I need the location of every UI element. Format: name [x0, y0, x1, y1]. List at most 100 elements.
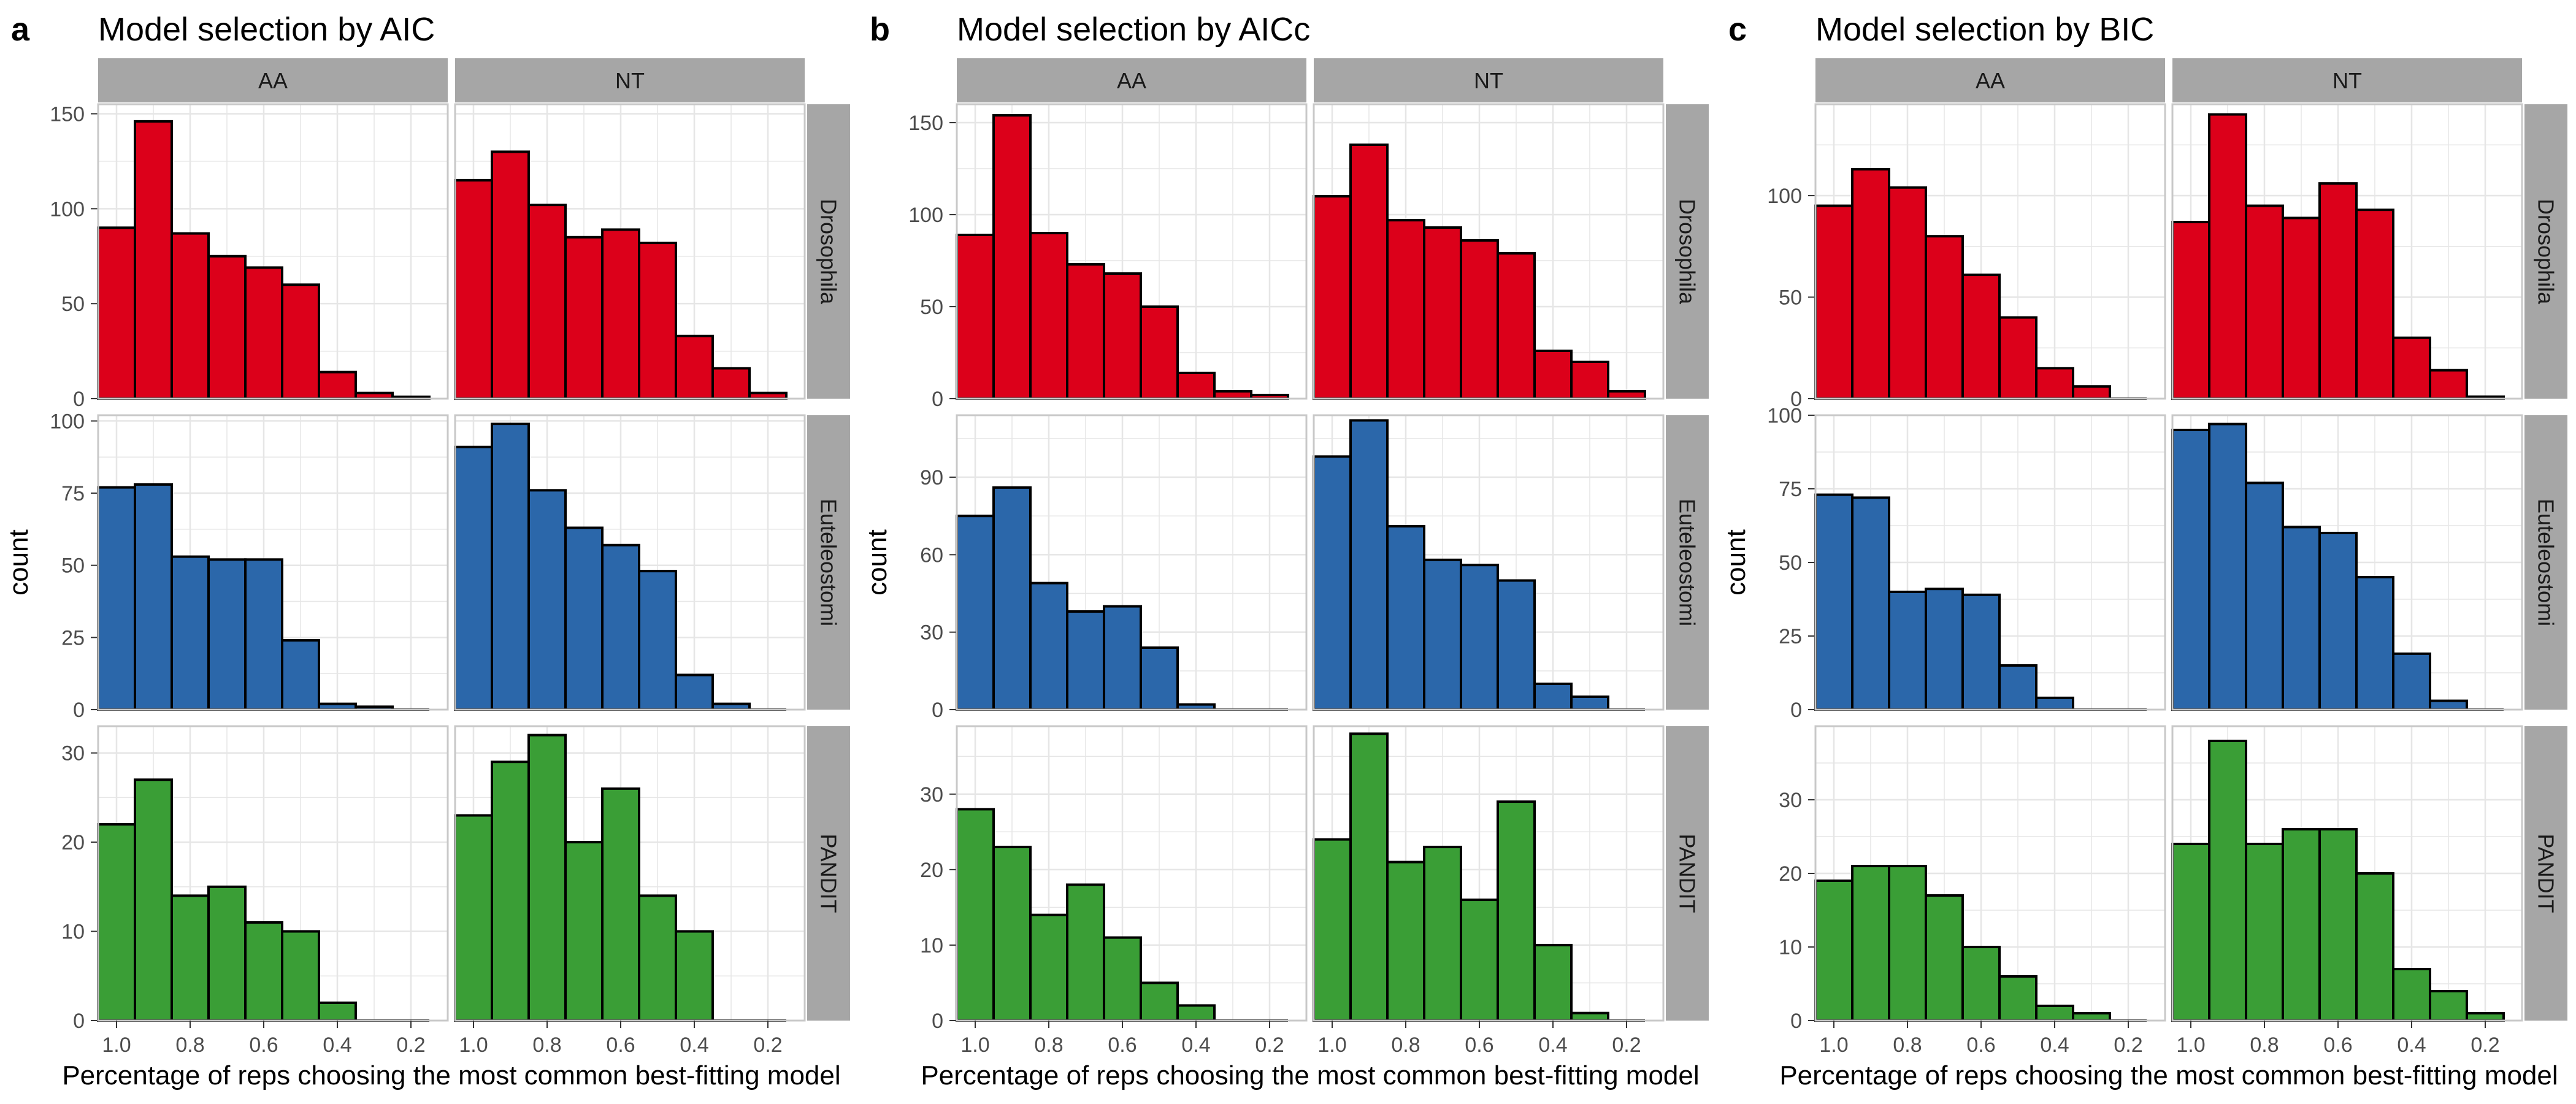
histogram-bar	[1460, 899, 1499, 1022]
histogram-bar	[244, 921, 283, 1022]
histogram-bar	[2318, 182, 2358, 400]
histogram-bar	[1176, 1004, 1216, 1022]
facet-strip-drosophila	[1666, 104, 1709, 399]
y-axis-label: count	[862, 529, 892, 596]
facet-border	[1814, 414, 2166, 711]
facet-pandit-aa	[1814, 725, 2166, 1022]
histogram-bar	[956, 234, 995, 400]
histogram-bar	[1814, 204, 1853, 400]
facet-strip-nt	[455, 58, 805, 102]
y-tick-label: 0	[1790, 1010, 1802, 1033]
y-tick-label: 0	[1790, 699, 1802, 722]
x-tick-label: 0.8	[1034, 1033, 1063, 1057]
facet-border	[1313, 725, 1665, 1022]
histogram-bar	[2171, 429, 2210, 711]
histogram-bar	[244, 558, 283, 711]
y-tick-label: 0	[932, 388, 943, 411]
panel-c: c Model selection by BIC AA NT Drosophila 0 50…	[1721, 11, 2567, 1091]
histogram-bar	[527, 489, 567, 711]
x-tick-label: 0.6	[2323, 1033, 2352, 1057]
panel-label: c	[1728, 11, 1747, 48]
histogram-bar	[171, 232, 210, 400]
y-tick-label: 30	[920, 621, 943, 645]
histogram-bar	[1349, 419, 1389, 711]
x-tick-label: 0.6	[249, 1033, 278, 1057]
y-tick-label: 50	[1779, 551, 1802, 575]
histogram-bar	[454, 814, 493, 1022]
facet-drosophila-aa	[956, 103, 1308, 400]
histogram-bar	[675, 930, 714, 1022]
histogram-bar	[281, 930, 320, 1022]
facet-drosophila-nt	[1313, 103, 1665, 400]
x-tick-label: 0.2	[2114, 1033, 2142, 1057]
facet-drosophila-aa	[1814, 103, 2166, 401]
histogram-bar	[1460, 239, 1499, 400]
facet-strip-label: AA	[258, 68, 288, 93]
histogram-bar	[527, 204, 567, 400]
facet-strip-drosophila	[807, 104, 850, 399]
facet-strip-label: PANDIT	[816, 834, 841, 913]
histogram-bar	[2355, 576, 2394, 711]
facet-strip-pandit	[1666, 726, 1709, 1021]
histogram-bar	[134, 120, 173, 400]
histogram-bar	[1460, 564, 1499, 711]
facet-euteleostomi-nt	[1313, 414, 1665, 711]
y-tick-label: 75	[1779, 478, 1802, 501]
facet-strip-label: Drosophila	[2534, 199, 2559, 305]
histogram-bar	[1533, 943, 1573, 1022]
histogram-bar	[244, 266, 283, 400]
histogram-bar	[675, 673, 714, 711]
x-tick-label: 0.8	[532, 1033, 561, 1057]
facet-strip-nt	[1314, 58, 1663, 102]
y-tick-label: 0	[73, 699, 85, 722]
histogram-bar	[2208, 423, 2247, 711]
y-tick-label: 90	[920, 466, 943, 489]
y-tick-label: 150	[50, 102, 85, 126]
histogram-bar	[207, 558, 247, 711]
histogram-bar	[1851, 496, 1890, 711]
facet-euteleostomi-aa	[1814, 414, 2166, 711]
facet-strip-label: AA	[1976, 68, 2005, 93]
facet-strip-aa	[98, 58, 448, 102]
histogram-bar	[1961, 593, 2001, 711]
y-tick-label: 25	[1779, 625, 1802, 648]
histogram-bar	[134, 778, 173, 1022]
histogram-bar	[491, 423, 530, 711]
facet-strip-label: PANDIT	[1675, 834, 1700, 913]
histogram-bar	[1607, 390, 1646, 400]
facet-strip-nt	[2172, 58, 2522, 102]
histogram-bar	[1533, 682, 1573, 711]
y-tick-label: 50	[61, 554, 85, 578]
facet-euteleostomi-nt	[2171, 414, 2523, 711]
x-tick-label: 0.2	[1612, 1033, 1641, 1057]
histogram-bar	[1814, 880, 1853, 1022]
histogram-bar	[2392, 336, 2431, 400]
y-tick-label: 50	[61, 293, 85, 316]
histogram-bar	[1925, 894, 1964, 1022]
x-tick-label: 0.2	[1255, 1033, 1284, 1057]
histogram-bar	[2318, 828, 2358, 1022]
histogram-bar	[1888, 591, 1927, 711]
y-tick-label: 50	[1779, 286, 1802, 309]
histogram-bar	[2035, 1005, 2074, 1022]
y-tick-label: 10	[920, 934, 943, 957]
histogram-bar	[1961, 946, 2001, 1022]
facet-border	[2171, 103, 2523, 400]
histogram-bar	[2355, 209, 2394, 400]
facet-strip-aa	[1815, 58, 2165, 102]
facet-border	[1313, 414, 1665, 711]
histogram-bar	[2282, 217, 2321, 400]
x-tick-label: 0.2	[396, 1033, 425, 1057]
histogram-bar	[1533, 350, 1573, 400]
y-tick-label: 100	[50, 197, 85, 221]
facet-strip-label: Euteleostomi	[2534, 499, 2559, 626]
histogram-bar	[1386, 525, 1425, 711]
facet-pandit-aa	[97, 725, 449, 1022]
histogram-bar	[1349, 144, 1389, 400]
facet-strip-aa	[957, 58, 1306, 102]
histogram-bar	[171, 894, 210, 1022]
x-tick-label: 0.4	[2040, 1033, 2069, 1057]
panel-b: b Model selection by AICc AA NT Drosophila 0 5…	[862, 11, 1709, 1091]
facet-strip-label: NT	[1474, 68, 1503, 93]
